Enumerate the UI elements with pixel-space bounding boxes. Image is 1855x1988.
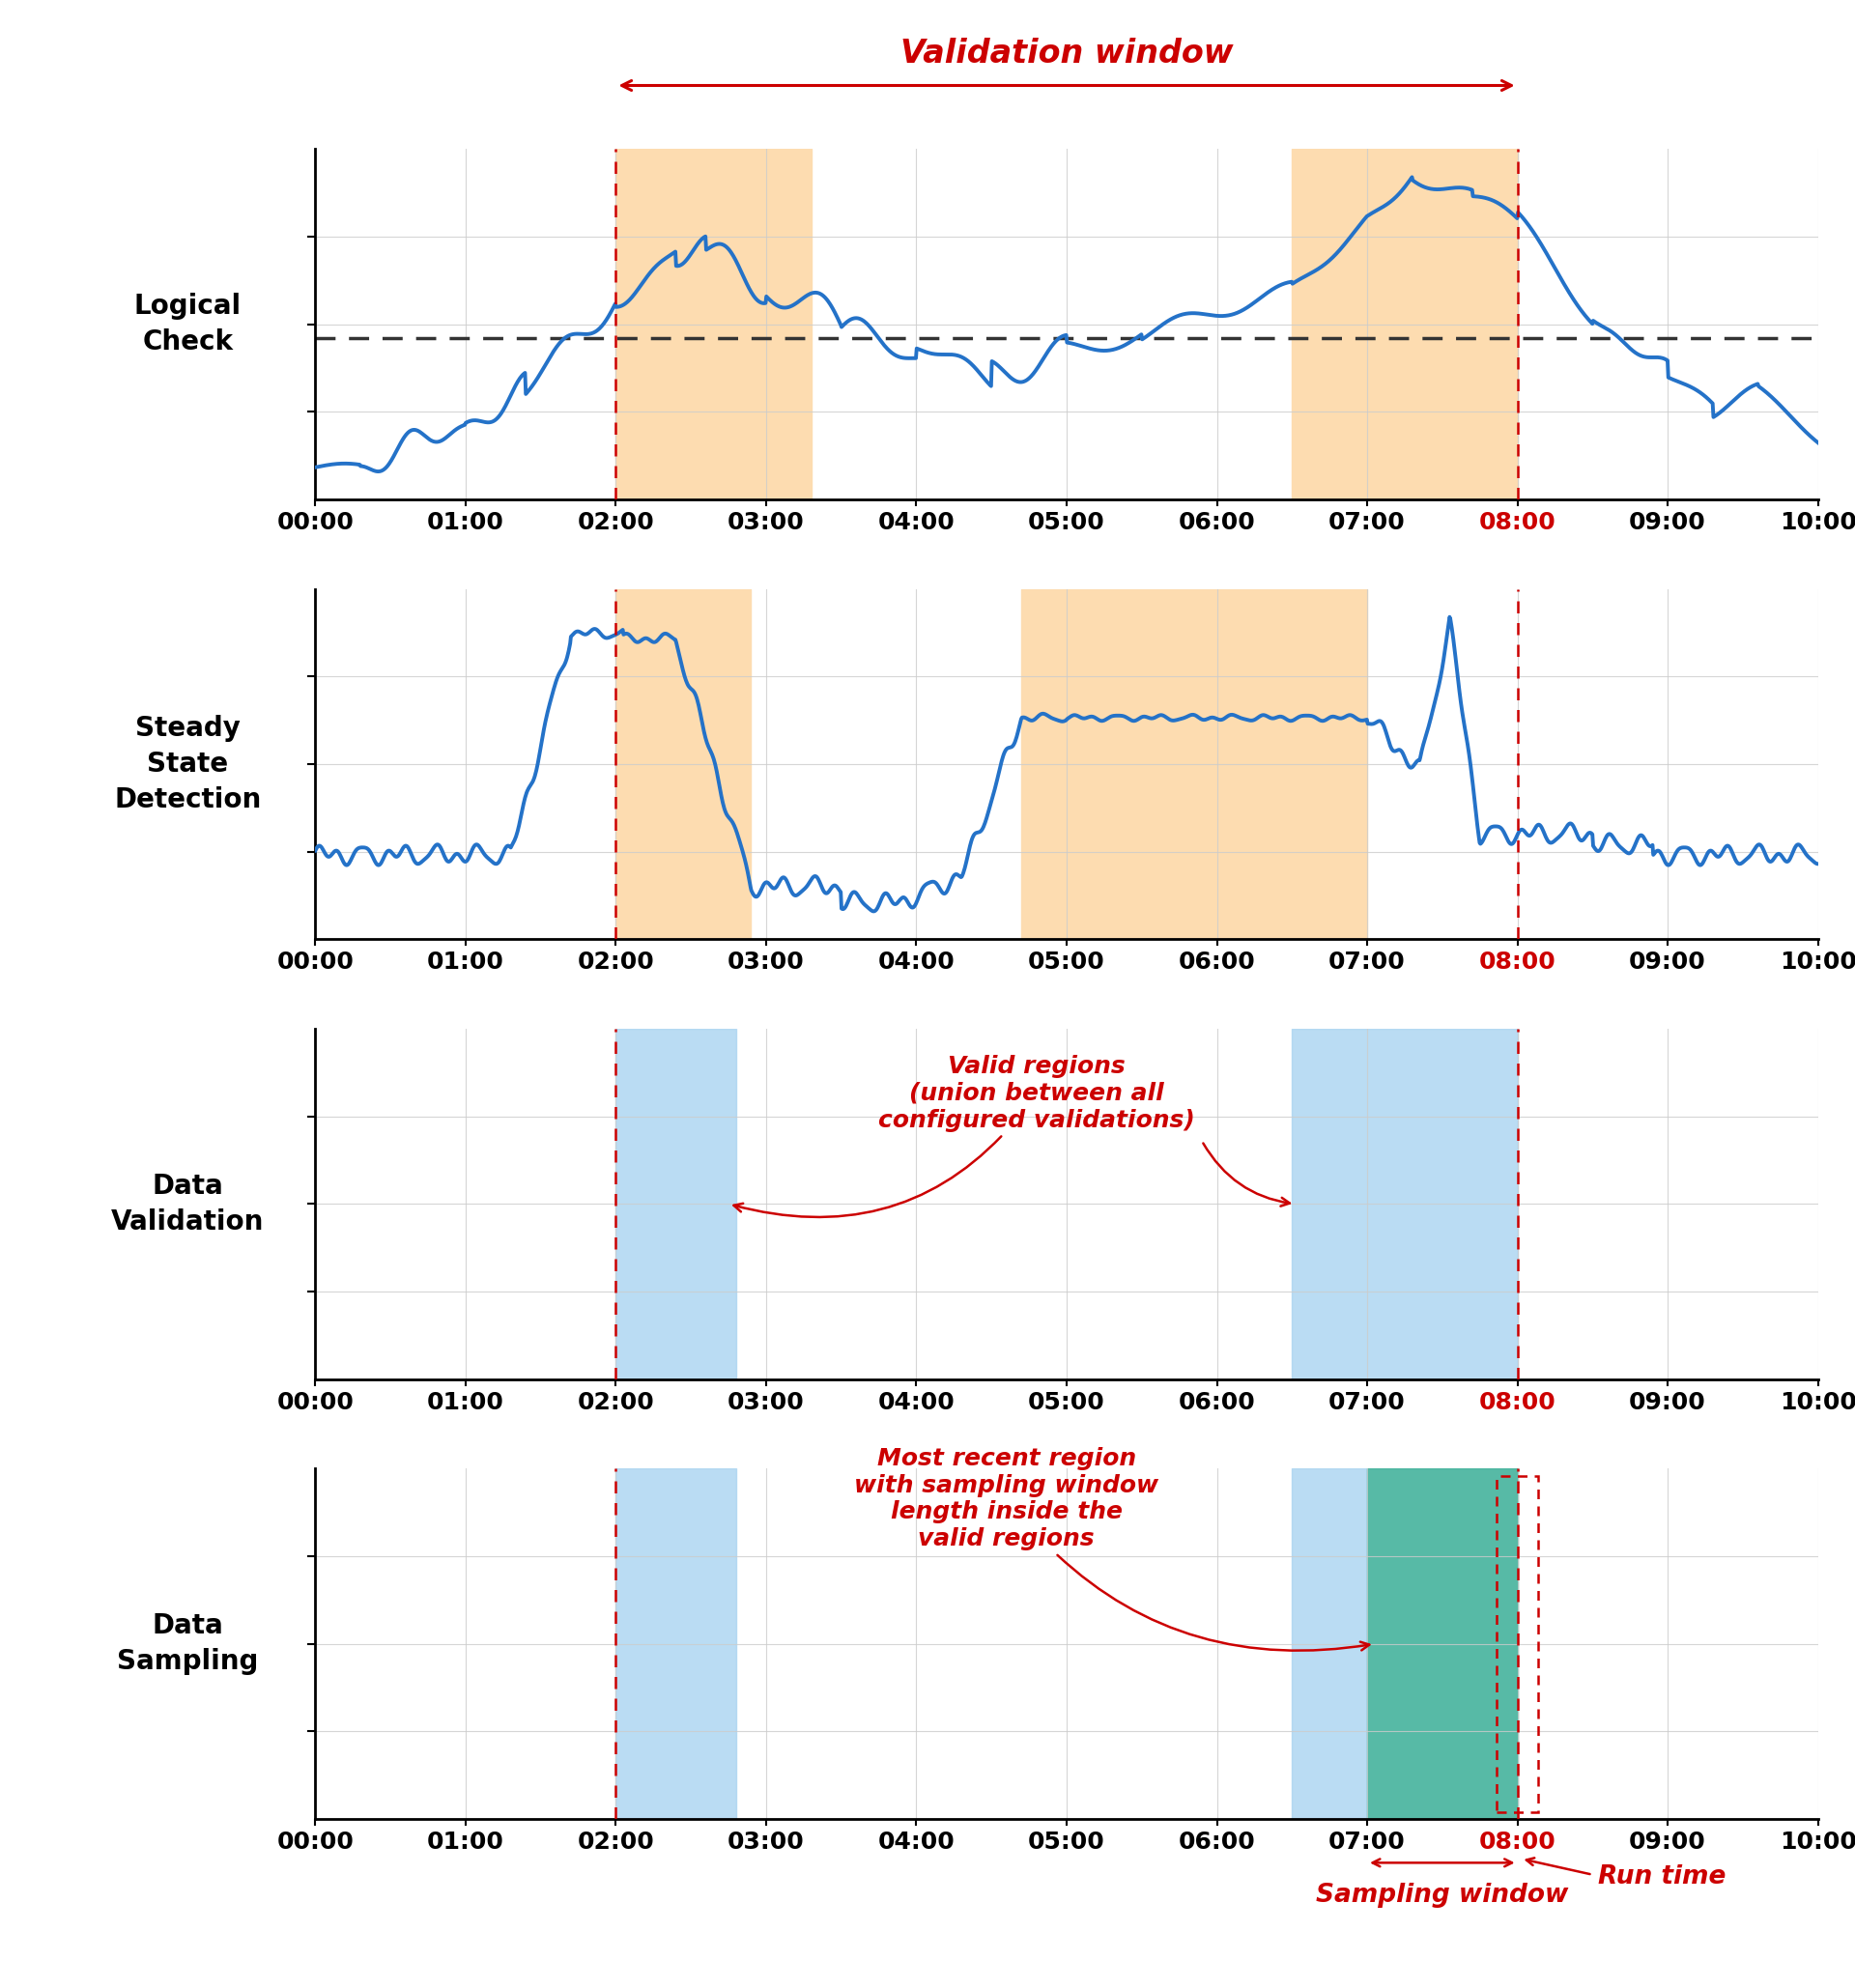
Text: Valid regions
(union between all
configured validations): Valid regions (union between all configu… [735,1056,1195,1217]
Bar [616,588,751,940]
Bar [1022,588,1367,940]
Text: Most recent region
with sampling window
length inside the
valid regions: Most recent region with sampling window … [855,1447,1369,1650]
Text: Run time: Run time [1597,1865,1725,1889]
Bar [616,1030,736,1380]
Bar [616,149,811,499]
Bar [1497,1475,1538,1811]
Bar [1291,1469,1367,1819]
Bar [1291,149,1517,499]
Text: Data
Validation: Data Validation [111,1173,263,1235]
Bar [616,1469,736,1819]
Text: Data
Sampling: Data Sampling [117,1612,258,1676]
Text: Validation window: Validation window [900,38,1234,70]
Text: Sampling window: Sampling window [1315,1883,1569,1908]
Text: Steady
State
Detection: Steady State Detection [115,716,262,813]
Bar [1291,1030,1517,1380]
Bar [1367,1469,1517,1819]
Text: Logical
Check: Logical Check [134,292,241,356]
